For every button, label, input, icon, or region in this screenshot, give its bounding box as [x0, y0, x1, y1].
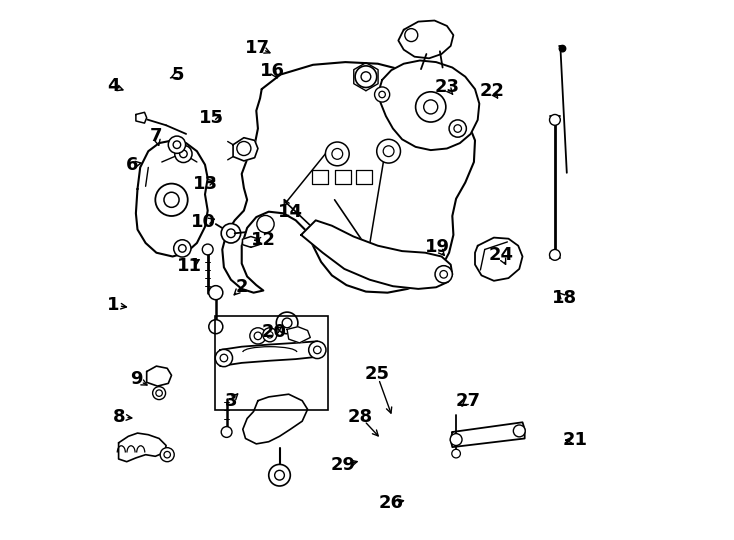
- Circle shape: [153, 387, 166, 400]
- Text: 18: 18: [551, 289, 577, 307]
- Circle shape: [175, 145, 192, 163]
- Circle shape: [355, 66, 377, 87]
- Text: 13: 13: [192, 174, 217, 193]
- Polygon shape: [136, 112, 147, 123]
- Circle shape: [208, 286, 223, 300]
- Circle shape: [160, 448, 174, 462]
- Circle shape: [449, 120, 466, 137]
- Circle shape: [309, 341, 326, 359]
- Circle shape: [550, 249, 560, 260]
- Text: 9: 9: [130, 370, 142, 388]
- Text: 26: 26: [379, 494, 404, 512]
- Text: 27: 27: [456, 392, 481, 410]
- Circle shape: [377, 139, 401, 163]
- Circle shape: [276, 312, 298, 334]
- Polygon shape: [379, 60, 479, 150]
- Text: 11: 11: [178, 256, 203, 275]
- Circle shape: [374, 87, 390, 102]
- Text: 23: 23: [435, 78, 459, 97]
- Polygon shape: [136, 140, 208, 256]
- Circle shape: [208, 320, 223, 334]
- Circle shape: [221, 224, 241, 243]
- Circle shape: [435, 266, 452, 283]
- Polygon shape: [287, 327, 310, 343]
- Polygon shape: [242, 237, 259, 247]
- Text: 7: 7: [150, 127, 163, 145]
- Text: 3: 3: [225, 392, 237, 410]
- Circle shape: [203, 244, 213, 255]
- Text: 21: 21: [562, 431, 587, 449]
- Polygon shape: [301, 220, 452, 289]
- Circle shape: [257, 215, 274, 233]
- Circle shape: [250, 328, 266, 344]
- Circle shape: [422, 98, 442, 118]
- Circle shape: [215, 349, 233, 367]
- Polygon shape: [233, 138, 258, 161]
- Polygon shape: [222, 62, 475, 293]
- Text: 2: 2: [236, 278, 248, 296]
- Circle shape: [404, 29, 418, 42]
- Circle shape: [415, 92, 446, 122]
- Circle shape: [156, 184, 188, 216]
- Polygon shape: [220, 341, 321, 366]
- Polygon shape: [399, 21, 454, 58]
- Circle shape: [513, 425, 526, 437]
- Text: 20: 20: [261, 323, 286, 341]
- Circle shape: [325, 142, 349, 166]
- Text: 6: 6: [126, 156, 138, 174]
- Text: 19: 19: [425, 238, 450, 256]
- Circle shape: [550, 114, 560, 125]
- Text: 5: 5: [172, 65, 184, 84]
- Text: 24: 24: [488, 246, 513, 264]
- Circle shape: [263, 328, 277, 342]
- Text: 8: 8: [113, 408, 126, 426]
- Text: 22: 22: [480, 82, 505, 100]
- Text: 4: 4: [107, 77, 120, 96]
- Text: 1: 1: [107, 296, 120, 314]
- Circle shape: [559, 45, 566, 52]
- Circle shape: [174, 240, 191, 257]
- Text: 14: 14: [278, 202, 303, 221]
- Text: 29: 29: [330, 456, 355, 475]
- Circle shape: [168, 136, 186, 153]
- Polygon shape: [475, 238, 523, 281]
- Circle shape: [452, 449, 460, 458]
- Text: 15: 15: [199, 109, 224, 127]
- Text: 28: 28: [348, 408, 373, 426]
- Circle shape: [450, 434, 462, 445]
- Polygon shape: [147, 366, 172, 386]
- Circle shape: [269, 464, 291, 486]
- Text: 25: 25: [364, 364, 389, 383]
- Text: 12: 12: [251, 231, 276, 249]
- Polygon shape: [119, 433, 166, 462]
- Text: 16: 16: [260, 62, 285, 80]
- Polygon shape: [243, 394, 308, 444]
- Polygon shape: [451, 422, 525, 447]
- Circle shape: [221, 427, 232, 437]
- Text: 17: 17: [245, 38, 270, 57]
- Bar: [215, 316, 328, 410]
- Text: 10: 10: [192, 213, 217, 232]
